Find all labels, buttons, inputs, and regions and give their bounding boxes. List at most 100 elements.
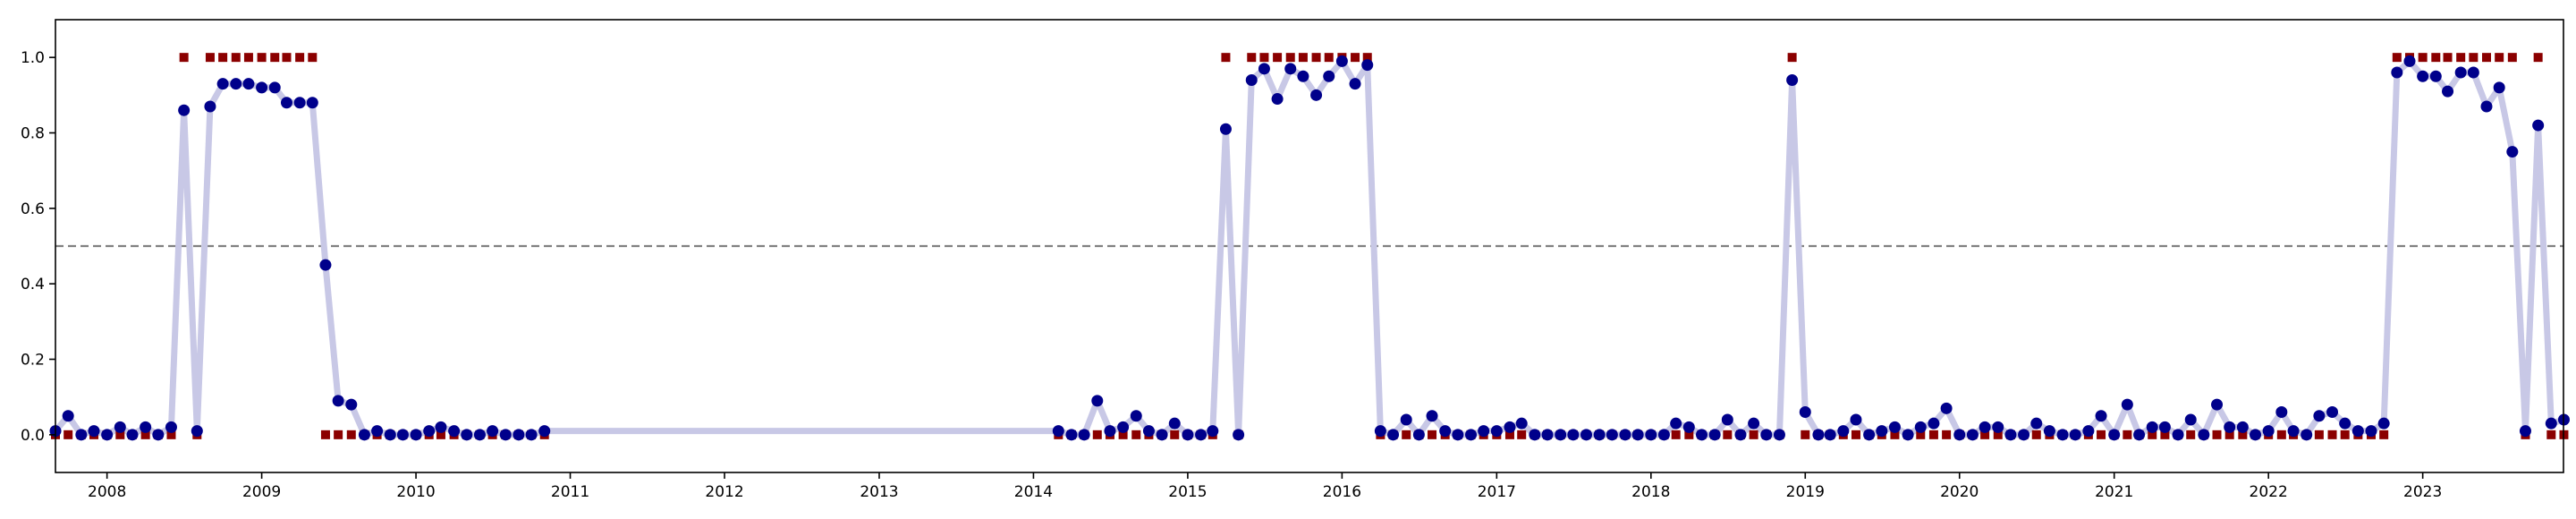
binary-point	[1118, 430, 1128, 439]
probability-point	[1555, 429, 1567, 441]
probability-point	[1850, 413, 1862, 426]
y-tick-label: 0.0	[21, 427, 45, 445]
probability-point	[1078, 429, 1090, 441]
probability-point	[1940, 402, 1953, 414]
binary-point	[1351, 53, 1360, 63]
binary-point	[282, 53, 292, 63]
probability-point	[1478, 425, 1490, 438]
binary-point	[2456, 53, 2466, 63]
binary-point	[2443, 53, 2453, 63]
probability-point	[2429, 70, 2442, 82]
probability-point	[1760, 429, 1773, 441]
probability-point	[2082, 425, 2095, 438]
probability-point	[1156, 429, 1168, 441]
probability-point	[230, 78, 242, 90]
probability-point	[75, 429, 88, 441]
probability-point	[487, 425, 499, 438]
probability-point	[2043, 425, 2055, 438]
binary-point	[257, 53, 267, 63]
probability-point	[2172, 429, 2184, 441]
probability-point	[1799, 406, 1811, 419]
binary-point	[2186, 430, 2196, 439]
binary-point	[2224, 430, 2234, 439]
binary-point	[346, 430, 356, 439]
y-tick-label: 1.0	[21, 49, 45, 67]
probability-point	[448, 425, 461, 438]
probability-point	[1541, 429, 1554, 441]
probability-point	[256, 81, 268, 94]
probability-point	[1657, 429, 1670, 441]
probability-point	[2480, 100, 2493, 113]
probability-point	[435, 421, 447, 433]
probability-point	[1117, 421, 1130, 433]
binary-point	[1362, 53, 1372, 63]
probability-point	[2493, 81, 2505, 94]
probability-point	[2030, 417, 2043, 430]
x-tick-label: 2018	[1631, 483, 1670, 501]
probability-point	[306, 97, 318, 109]
probability-point	[384, 429, 396, 441]
x-tick-label: 2010	[396, 483, 435, 501]
probability-point	[1606, 429, 1618, 441]
probability-point	[1748, 417, 1760, 430]
binary-point	[320, 430, 330, 439]
probability-point	[2211, 398, 2224, 411]
x-tick-label: 2020	[1940, 483, 1979, 501]
probability-point	[2146, 421, 2158, 433]
binary-point	[2123, 430, 2132, 439]
binary-point	[1131, 430, 1141, 439]
binary-point	[1993, 430, 2003, 439]
probability-point	[1645, 429, 1657, 441]
binary-point	[1092, 430, 1102, 439]
probability-point	[2351, 425, 2364, 438]
probability-point	[2339, 417, 2351, 430]
probability-point	[1412, 429, 1425, 441]
binary-point	[1928, 430, 1938, 439]
probability-point	[1682, 421, 1695, 433]
probability-point	[1361, 59, 1374, 72]
binary-point	[1298, 53, 1308, 63]
x-tick-label: 2019	[1786, 483, 1825, 501]
binary-point	[2327, 430, 2337, 439]
probability-point	[513, 429, 525, 441]
probability-point	[1734, 429, 1747, 441]
binary-point	[2469, 53, 2479, 63]
binary-point	[1801, 430, 1810, 439]
probability-point	[1258, 63, 1270, 75]
binary-point	[140, 430, 150, 439]
probability-point	[1310, 89, 1323, 101]
probability-point	[1824, 429, 1836, 441]
binary-point	[2379, 430, 2389, 439]
probability-point	[1182, 429, 1194, 441]
probability-point	[423, 425, 436, 438]
probability-point	[1207, 425, 1219, 438]
probability-point	[358, 429, 370, 441]
probability-point	[1696, 429, 1708, 441]
probability-point	[1142, 425, 1155, 438]
probability-point	[126, 429, 139, 441]
probability-point	[1323, 70, 1335, 82]
probability-point	[2108, 429, 2121, 441]
probability-point	[1567, 429, 1580, 441]
binary-point	[205, 53, 215, 63]
y-tick-label: 0.6	[21, 200, 45, 218]
probability-point	[2133, 429, 2146, 441]
probability-point	[2467, 66, 2479, 79]
axes-layer: 0.0 0.2 0.4 0.6 0.8 1.0 2008 2009 2010 2011 2012 20…	[21, 19, 2564, 501]
probability-point	[2004, 429, 2017, 441]
probability-point	[62, 410, 74, 422]
binary-point	[2546, 430, 2556, 439]
probability-point	[1773, 429, 1785, 441]
probability-point	[1786, 73, 1799, 86]
binary-point	[2097, 430, 2106, 439]
probability-point	[1297, 70, 1309, 82]
y-tick-label: 0.2	[21, 352, 45, 370]
probability-point	[2262, 425, 2275, 438]
probability-point	[1812, 429, 1825, 441]
binary-point	[2340, 430, 2350, 439]
binary-point	[1787, 53, 1797, 63]
probability-point	[1928, 417, 1940, 430]
binary-point	[1324, 53, 1334, 63]
x-tick-label: 2022	[2250, 483, 2288, 501]
binary-point	[1402, 430, 1411, 439]
